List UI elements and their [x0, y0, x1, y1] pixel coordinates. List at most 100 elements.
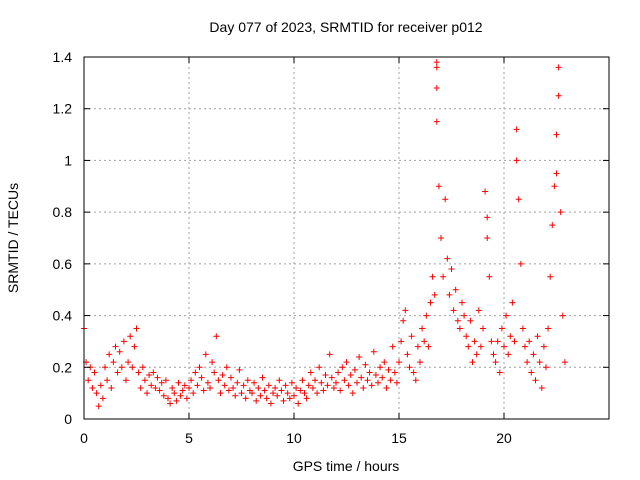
data-point [522, 343, 528, 350]
data-point [186, 384, 192, 391]
data-point [261, 387, 268, 394]
y-tick-label: 1.2 [53, 101, 73, 117]
data-point [519, 325, 526, 332]
data-point [492, 359, 499, 366]
x-tick-label: 20 [496, 430, 512, 446]
data-point [255, 384, 262, 391]
y-tick-label: 0.6 [53, 256, 73, 272]
data-point [419, 325, 426, 332]
data-point [175, 379, 182, 386]
data-point [158, 379, 165, 386]
data-point [444, 255, 451, 262]
data-point [454, 317, 461, 324]
data-point [213, 333, 220, 340]
data-point [85, 377, 92, 384]
x-tick-label: 0 [80, 430, 88, 446]
x-tick-label: 15 [391, 430, 407, 446]
data-point [360, 384, 367, 391]
data-point [545, 325, 552, 332]
data-point [200, 387, 207, 394]
data-point [507, 333, 514, 340]
data-point [482, 188, 489, 195]
data-point [211, 369, 218, 376]
data-point [364, 377, 371, 384]
data-point [345, 382, 352, 389]
data-point [337, 387, 344, 394]
data-point [438, 235, 444, 241]
data-point [177, 392, 184, 399]
data-point [234, 379, 241, 386]
y-tick-label: 0.2 [53, 359, 73, 375]
data-point [110, 359, 117, 366]
data-point [135, 369, 142, 376]
data-point [309, 384, 316, 391]
x-tick-label: 5 [185, 430, 193, 446]
data-point [557, 209, 564, 216]
data-point [278, 387, 285, 394]
data-point [253, 397, 260, 404]
data-point [425, 343, 432, 350]
data-point [370, 348, 377, 355]
data-point [440, 273, 447, 280]
data-point [316, 364, 323, 371]
data-point [383, 384, 390, 391]
data-point [116, 348, 123, 355]
data-point [112, 343, 119, 350]
data-point [433, 118, 440, 125]
data-point [530, 351, 537, 358]
data-point [333, 379, 339, 386]
data-point [156, 387, 163, 394]
data-point [272, 384, 279, 391]
data-point [223, 364, 230, 371]
data-point [328, 374, 335, 381]
y-axis-label: SRMTID / TECUs [5, 183, 21, 293]
data-point [133, 325, 140, 332]
data-point [165, 395, 171, 402]
data-point [265, 382, 272, 389]
gridlines [84, 57, 609, 419]
y-tick-label: 0.8 [53, 204, 73, 220]
data-point [549, 222, 556, 229]
data-point [209, 359, 216, 366]
data-point [446, 291, 453, 298]
data-points [81, 59, 568, 410]
data-point [154, 374, 161, 381]
data-point [400, 317, 407, 324]
data-point [414, 343, 421, 350]
data-point [183, 395, 190, 402]
data-point [282, 382, 289, 389]
data-point [120, 338, 127, 345]
data-point [137, 384, 144, 391]
data-point [435, 183, 442, 190]
data-point [547, 273, 554, 280]
data-point [160, 392, 167, 399]
data-point [307, 369, 314, 376]
data-point [284, 390, 291, 397]
data-point [396, 359, 402, 366]
data-point [276, 377, 283, 384]
data-point [286, 395, 293, 402]
data-point [125, 359, 132, 366]
data-point [318, 379, 325, 386]
data-point [152, 384, 159, 391]
data-point [129, 364, 136, 371]
plot-frame [83, 56, 610, 420]
data-point [324, 382, 331, 389]
y-tick-label: 1.4 [53, 49, 73, 65]
data-point [356, 353, 363, 360]
data-point [162, 377, 169, 384]
data-point [225, 387, 232, 394]
data-point [320, 387, 327, 394]
data-point [379, 374, 386, 381]
data-point [303, 395, 310, 402]
data-point [228, 374, 234, 381]
data-point [99, 395, 106, 402]
y-tick-label: 1 [64, 152, 72, 168]
data-point [429, 273, 436, 280]
data-point [534, 333, 541, 340]
data-point [330, 384, 337, 391]
data-point [267, 400, 274, 407]
data-point [198, 374, 205, 381]
data-point [293, 384, 300, 391]
data-point [312, 377, 318, 384]
